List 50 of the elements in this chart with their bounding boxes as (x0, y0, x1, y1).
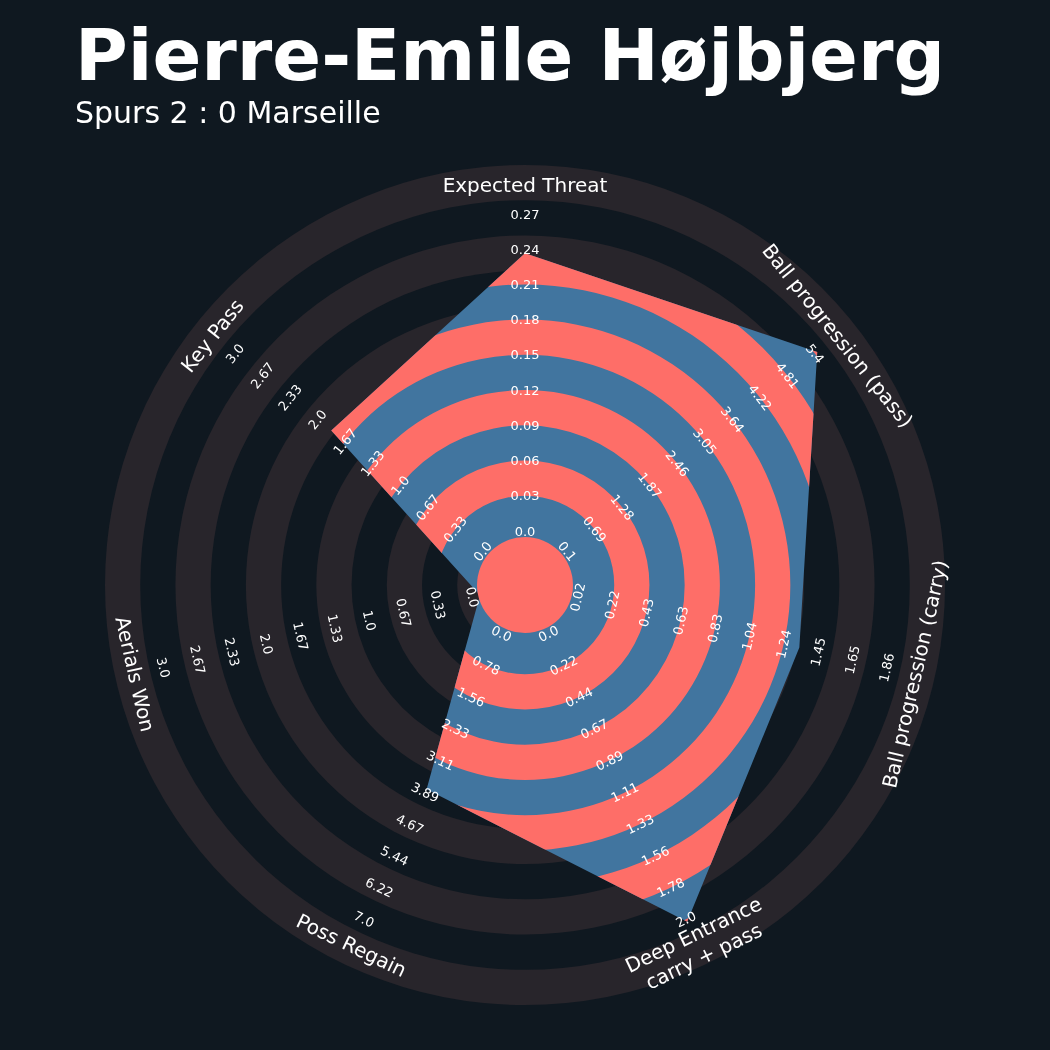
text: 1.33 (623, 811, 657, 838)
text: 1.24 (773, 628, 795, 660)
text: 1.65 (841, 643, 863, 676)
text: 3.0 (222, 340, 248, 367)
text: 1.67 (290, 620, 312, 652)
text: 0.06 (510, 453, 540, 469)
text: 0.43 (635, 596, 657, 629)
text: 0.1 (554, 538, 580, 565)
text: 5.44 (378, 842, 411, 869)
text: 0.67 (393, 596, 415, 629)
text: 0.0 (514, 523, 536, 539)
text: 0.27 (510, 206, 540, 222)
text: 2.67 (187, 643, 209, 676)
text: 2.33 (221, 636, 243, 668)
text: 0.78 (469, 652, 503, 679)
text: 2.0 (256, 632, 276, 656)
text: 1.33 (324, 612, 346, 645)
text: 1.78 (654, 874, 687, 901)
text: 0.44 (562, 684, 596, 711)
text: 0.89 (593, 747, 626, 774)
text: 3.89 (408, 779, 442, 806)
text: 0.67 (577, 715, 611, 742)
text: 0.0 (462, 585, 482, 609)
text: 0.22 (547, 652, 581, 679)
text: 3.11 (424, 747, 457, 774)
text: 1.0 (359, 608, 379, 633)
text: 0.22 (601, 589, 623, 621)
text: 0.0 (470, 538, 496, 565)
spoke-label: Expected Threat (442, 173, 608, 197)
text: 1.11 (608, 779, 642, 806)
text: 1.04 (738, 620, 760, 652)
text: 0.0 (489, 622, 515, 645)
text: 1.86 (876, 651, 898, 684)
text: 1.56 (639, 842, 672, 869)
text: 0.02 (567, 581, 589, 613)
text: 4.67 (393, 811, 427, 838)
text: 2.33 (439, 715, 473, 742)
text: 3.0 (153, 655, 173, 680)
text: 1.56 (454, 684, 488, 711)
text: 7.0 (351, 908, 377, 931)
text: 0.63 (670, 604, 692, 637)
text: 0.0 (535, 622, 561, 645)
text: 2.0 (305, 406, 330, 433)
text: 6.22 (363, 874, 396, 901)
text: 0.09 (510, 417, 540, 433)
text: 1.0 (387, 472, 413, 499)
text: 0.33 (427, 589, 449, 621)
text: 0.24 (510, 241, 540, 257)
text: 0.83 (704, 612, 726, 645)
text: 1.45 (807, 636, 829, 668)
